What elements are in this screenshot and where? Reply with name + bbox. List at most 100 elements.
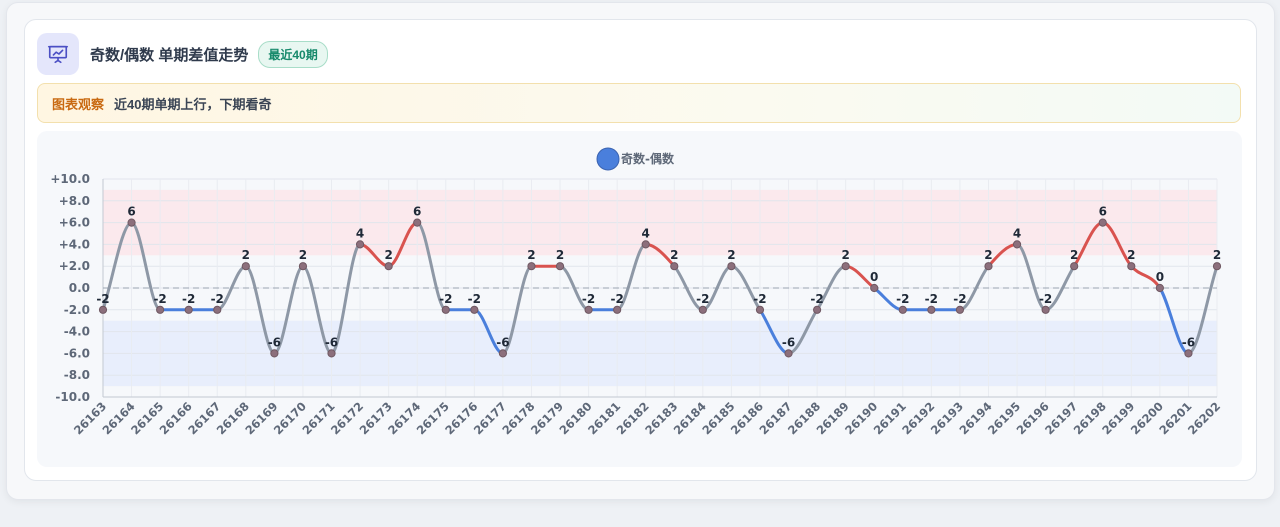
insight-label: 图表观察 — [52, 96, 105, 112]
data-point[interactable] — [784, 349, 793, 358]
data-label: -2 — [1039, 292, 1052, 306]
data-point[interactable] — [384, 262, 393, 271]
data-point[interactable] — [1098, 218, 1107, 227]
data-label: -2 — [753, 292, 766, 306]
data-point[interactable] — [327, 349, 336, 358]
data-label: 2 — [527, 248, 535, 262]
data-point[interactable] — [841, 262, 850, 271]
data-point[interactable] — [984, 262, 993, 271]
data-point[interactable] — [1012, 240, 1022, 249]
data-label: 6 — [413, 205, 421, 219]
data-point[interactable] — [641, 240, 650, 249]
y-tick-label: -4.0 — [64, 325, 90, 339]
data-label: 6 — [1099, 205, 1107, 219]
data-point[interactable] — [927, 305, 936, 314]
insight-text: 近40期单期上行，下期看奇 — [114, 96, 272, 112]
data-label: 4 — [1013, 226, 1021, 240]
y-tick-label: +8.0 — [59, 194, 90, 208]
series-line-segment — [330, 242, 362, 355]
data-label: -2 — [896, 292, 909, 306]
data-label: -2 — [182, 292, 195, 306]
page-title: 奇数/偶数 单期差值走势 — [90, 46, 249, 64]
data-point[interactable] — [470, 305, 479, 314]
data-label: -6 — [325, 335, 338, 349]
data-label: -2 — [96, 292, 109, 306]
series-line-segment — [244, 264, 276, 355]
insight-banner: 图表观察 近40期单期上行，下期看奇 — [37, 83, 1241, 123]
data-point[interactable] — [527, 262, 536, 271]
data-label: 0 — [1156, 270, 1164, 284]
data-label: 2 — [1213, 248, 1221, 262]
data-label: -2 — [153, 292, 166, 306]
data-label: 2 — [242, 248, 250, 262]
data-point[interactable] — [241, 262, 250, 271]
data-point[interactable] — [184, 305, 193, 314]
data-point[interactable] — [127, 218, 136, 227]
y-tick-label: -8.0 — [64, 368, 90, 382]
data-point[interactable] — [1212, 262, 1222, 271]
data-point[interactable] — [98, 305, 108, 314]
data-point[interactable] — [870, 283, 879, 293]
x-tick-label: 26202 — [1185, 399, 1223, 437]
data-label: -6 — [782, 335, 795, 349]
legend-marker[interactable] — [596, 147, 620, 171]
data-point[interactable] — [727, 262, 736, 271]
series-line-segment — [415, 221, 448, 312]
series-line-segment — [272, 264, 305, 355]
data-label: -6 — [496, 335, 509, 349]
data-point[interactable] — [555, 262, 565, 271]
data-label: 2 — [1127, 248, 1135, 262]
legend-label[interactable]: 奇数-偶数 — [621, 151, 675, 166]
data-label: -2 — [582, 292, 595, 306]
data-label: -2 — [953, 292, 966, 306]
y-tick-label: 0.0 — [69, 281, 90, 295]
data-point[interactable] — [1184, 349, 1193, 358]
data-label: 2 — [1070, 248, 1078, 262]
y-tick-label: +4.0 — [59, 237, 90, 251]
data-label: 6 — [127, 205, 135, 219]
data-point[interactable] — [584, 305, 593, 314]
data-label: 2 — [556, 248, 564, 262]
data-point[interactable] — [813, 305, 822, 314]
data-label: -2 — [810, 292, 823, 306]
series-line-segment — [130, 221, 162, 312]
data-point[interactable] — [955, 305, 965, 314]
data-label: -2 — [610, 292, 623, 306]
y-tick-label: -2.0 — [64, 303, 90, 317]
data-point[interactable] — [298, 262, 308, 271]
data-label: -6 — [268, 335, 281, 349]
data-point[interactable] — [156, 305, 165, 314]
data-point[interactable] — [613, 305, 622, 314]
data-label: 0 — [870, 270, 878, 284]
data-point[interactable] — [1041, 305, 1050, 314]
y-tick-label: +2.0 — [59, 259, 90, 273]
data-label: 2 — [299, 248, 307, 262]
data-point[interactable] — [441, 305, 450, 314]
data-point[interactable] — [755, 305, 765, 314]
data-point[interactable] — [1127, 262, 1136, 271]
card-header: 奇数/偶数 单期差值走势 最近40期 — [37, 33, 328, 75]
data-point[interactable] — [1070, 262, 1079, 271]
data-point[interactable] — [270, 349, 279, 358]
data-point[interactable] — [413, 218, 422, 227]
data-label: -2 — [696, 292, 709, 306]
data-point[interactable] — [670, 262, 679, 271]
data-label: -2 — [211, 292, 224, 306]
data-label: -2 — [925, 292, 938, 306]
data-label: -6 — [1182, 335, 1195, 349]
period-badge: 最近40期 — [258, 40, 328, 68]
data-label: 2 — [727, 248, 735, 262]
data-point[interactable] — [355, 240, 365, 249]
data-label: 2 — [984, 248, 992, 262]
data-label: 2 — [670, 248, 678, 262]
data-point[interactable] — [213, 305, 222, 314]
data-label: 4 — [356, 226, 364, 240]
data-point[interactable] — [698, 305, 707, 314]
y-tick-label: -10.0 — [55, 390, 90, 404]
y-tick-label: +10.0 — [50, 172, 90, 186]
data-label: 2 — [841, 248, 849, 262]
data-point[interactable] — [498, 349, 507, 358]
data-point[interactable] — [1155, 283, 1164, 293]
data-point[interactable] — [898, 305, 907, 314]
